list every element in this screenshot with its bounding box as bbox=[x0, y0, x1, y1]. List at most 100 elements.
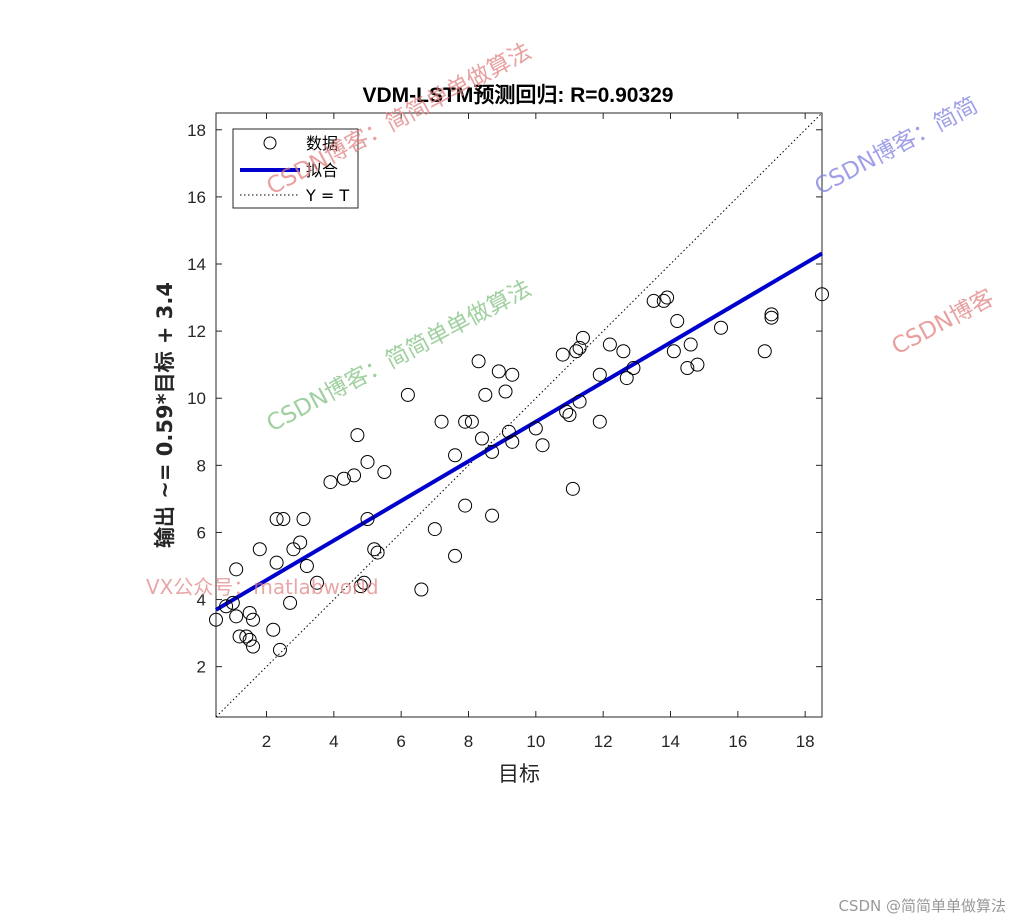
y-axis: 2 4 6 8 10 12 14 16 18 bbox=[187, 121, 822, 677]
data-point bbox=[323, 475, 338, 490]
footer-credit: CSDN @简简单单做算法 bbox=[838, 897, 1006, 915]
data-point bbox=[400, 387, 415, 402]
data-point bbox=[565, 481, 580, 496]
y-tick-label: 10 bbox=[187, 389, 206, 408]
y-tick-label: 8 bbox=[197, 456, 206, 475]
watermark-red-right: CSDN博客 bbox=[888, 285, 999, 360]
legend-label-identity: Y = T bbox=[305, 186, 349, 205]
legend: 数据 拟合 Y = T bbox=[232, 128, 359, 209]
data-point bbox=[572, 340, 587, 355]
reference-lines bbox=[214, 112, 824, 718]
data-point bbox=[471, 354, 486, 369]
data-point bbox=[670, 314, 685, 329]
data-point bbox=[505, 434, 520, 449]
data-point bbox=[474, 431, 489, 446]
x-tick-label: 18 bbox=[796, 732, 815, 751]
data-point bbox=[714, 320, 728, 335]
data-point bbox=[367, 542, 382, 557]
data-point bbox=[272, 642, 287, 657]
data-point bbox=[690, 357, 705, 372]
x-tick-label: 6 bbox=[396, 732, 405, 751]
y-tick-label: 4 bbox=[197, 591, 206, 610]
legend-marker-data bbox=[263, 136, 277, 150]
data-point bbox=[219, 599, 234, 614]
data-point bbox=[764, 307, 779, 322]
x-axis: 2 4 6 8 10 12 14 16 18 bbox=[262, 113, 815, 751]
y-tick-label: 12 bbox=[187, 322, 206, 341]
y-tick-label: 2 bbox=[197, 658, 206, 677]
data-point bbox=[535, 438, 550, 453]
y-tick-label: 18 bbox=[187, 121, 206, 140]
data-point bbox=[225, 595, 240, 610]
watermark-blue-right: CSDN博客：简简 bbox=[811, 93, 983, 201]
data-point bbox=[485, 444, 500, 459]
data-point bbox=[229, 562, 244, 577]
y-axis-label: 输出 ~= 0.59*目标 + 3.4 bbox=[153, 282, 177, 548]
data-point bbox=[414, 582, 429, 597]
data-point bbox=[357, 575, 372, 590]
data-point bbox=[757, 344, 772, 359]
data-point bbox=[353, 579, 368, 594]
data-point bbox=[646, 293, 661, 308]
data-point bbox=[602, 337, 617, 352]
x-tick-label: 8 bbox=[464, 732, 473, 751]
x-axis-label: 目标 bbox=[498, 762, 540, 786]
data-point bbox=[336, 471, 351, 486]
data-point bbox=[666, 344, 681, 359]
fit-line bbox=[214, 251, 824, 612]
data-point bbox=[683, 337, 698, 352]
data-point bbox=[569, 344, 584, 359]
data-point bbox=[501, 424, 516, 439]
chart-title: VDM-LSTM预测回归: R=0.90329 bbox=[363, 84, 674, 107]
legend-label-data: 数据 bbox=[306, 134, 338, 153]
legend-label-fit: 拟合 bbox=[306, 161, 338, 180]
data-point bbox=[246, 639, 261, 654]
data-point bbox=[209, 612, 223, 627]
x-tick-label: 12 bbox=[594, 732, 613, 751]
data-point bbox=[505, 367, 520, 382]
data-point bbox=[347, 468, 362, 483]
y-tick-label: 14 bbox=[187, 255, 206, 274]
data-point bbox=[360, 454, 375, 469]
data-point bbox=[296, 512, 311, 527]
data-point bbox=[478, 387, 493, 402]
data-point bbox=[370, 545, 385, 560]
data-point bbox=[559, 404, 574, 419]
data-point bbox=[562, 408, 577, 422]
data-point bbox=[626, 361, 641, 376]
data-point bbox=[458, 498, 473, 513]
x-tick-label: 4 bbox=[329, 732, 338, 751]
data-point bbox=[572, 394, 587, 409]
data-point bbox=[242, 605, 257, 620]
data-point bbox=[680, 361, 695, 376]
data-point bbox=[528, 421, 543, 436]
data-point bbox=[592, 414, 607, 429]
data-point bbox=[276, 512, 291, 527]
data-point bbox=[815, 287, 829, 302]
data-point bbox=[592, 367, 607, 382]
data-point bbox=[229, 609, 244, 624]
data-point bbox=[350, 428, 365, 443]
data-point bbox=[485, 508, 500, 523]
data-point bbox=[232, 629, 247, 644]
data-point bbox=[575, 330, 590, 345]
x-tick-label: 10 bbox=[526, 732, 545, 751]
watermark-vx: VX公众号：matlabworld bbox=[146, 575, 379, 599]
data-point bbox=[764, 310, 779, 325]
data-point bbox=[269, 555, 284, 570]
data-point bbox=[269, 512, 284, 527]
data-point bbox=[434, 414, 449, 429]
data-point bbox=[464, 414, 479, 429]
y-tick-label: 6 bbox=[197, 523, 206, 542]
data-point bbox=[242, 632, 257, 647]
data-point bbox=[252, 542, 267, 557]
data-point bbox=[660, 290, 675, 305]
data-point bbox=[448, 548, 463, 563]
data-point bbox=[619, 371, 634, 386]
y-tick-label: 16 bbox=[187, 188, 206, 207]
data-point bbox=[310, 575, 324, 590]
data-point bbox=[266, 622, 281, 637]
x-tick-label: 16 bbox=[728, 732, 747, 751]
data-point bbox=[427, 522, 442, 537]
data-point bbox=[491, 364, 506, 379]
